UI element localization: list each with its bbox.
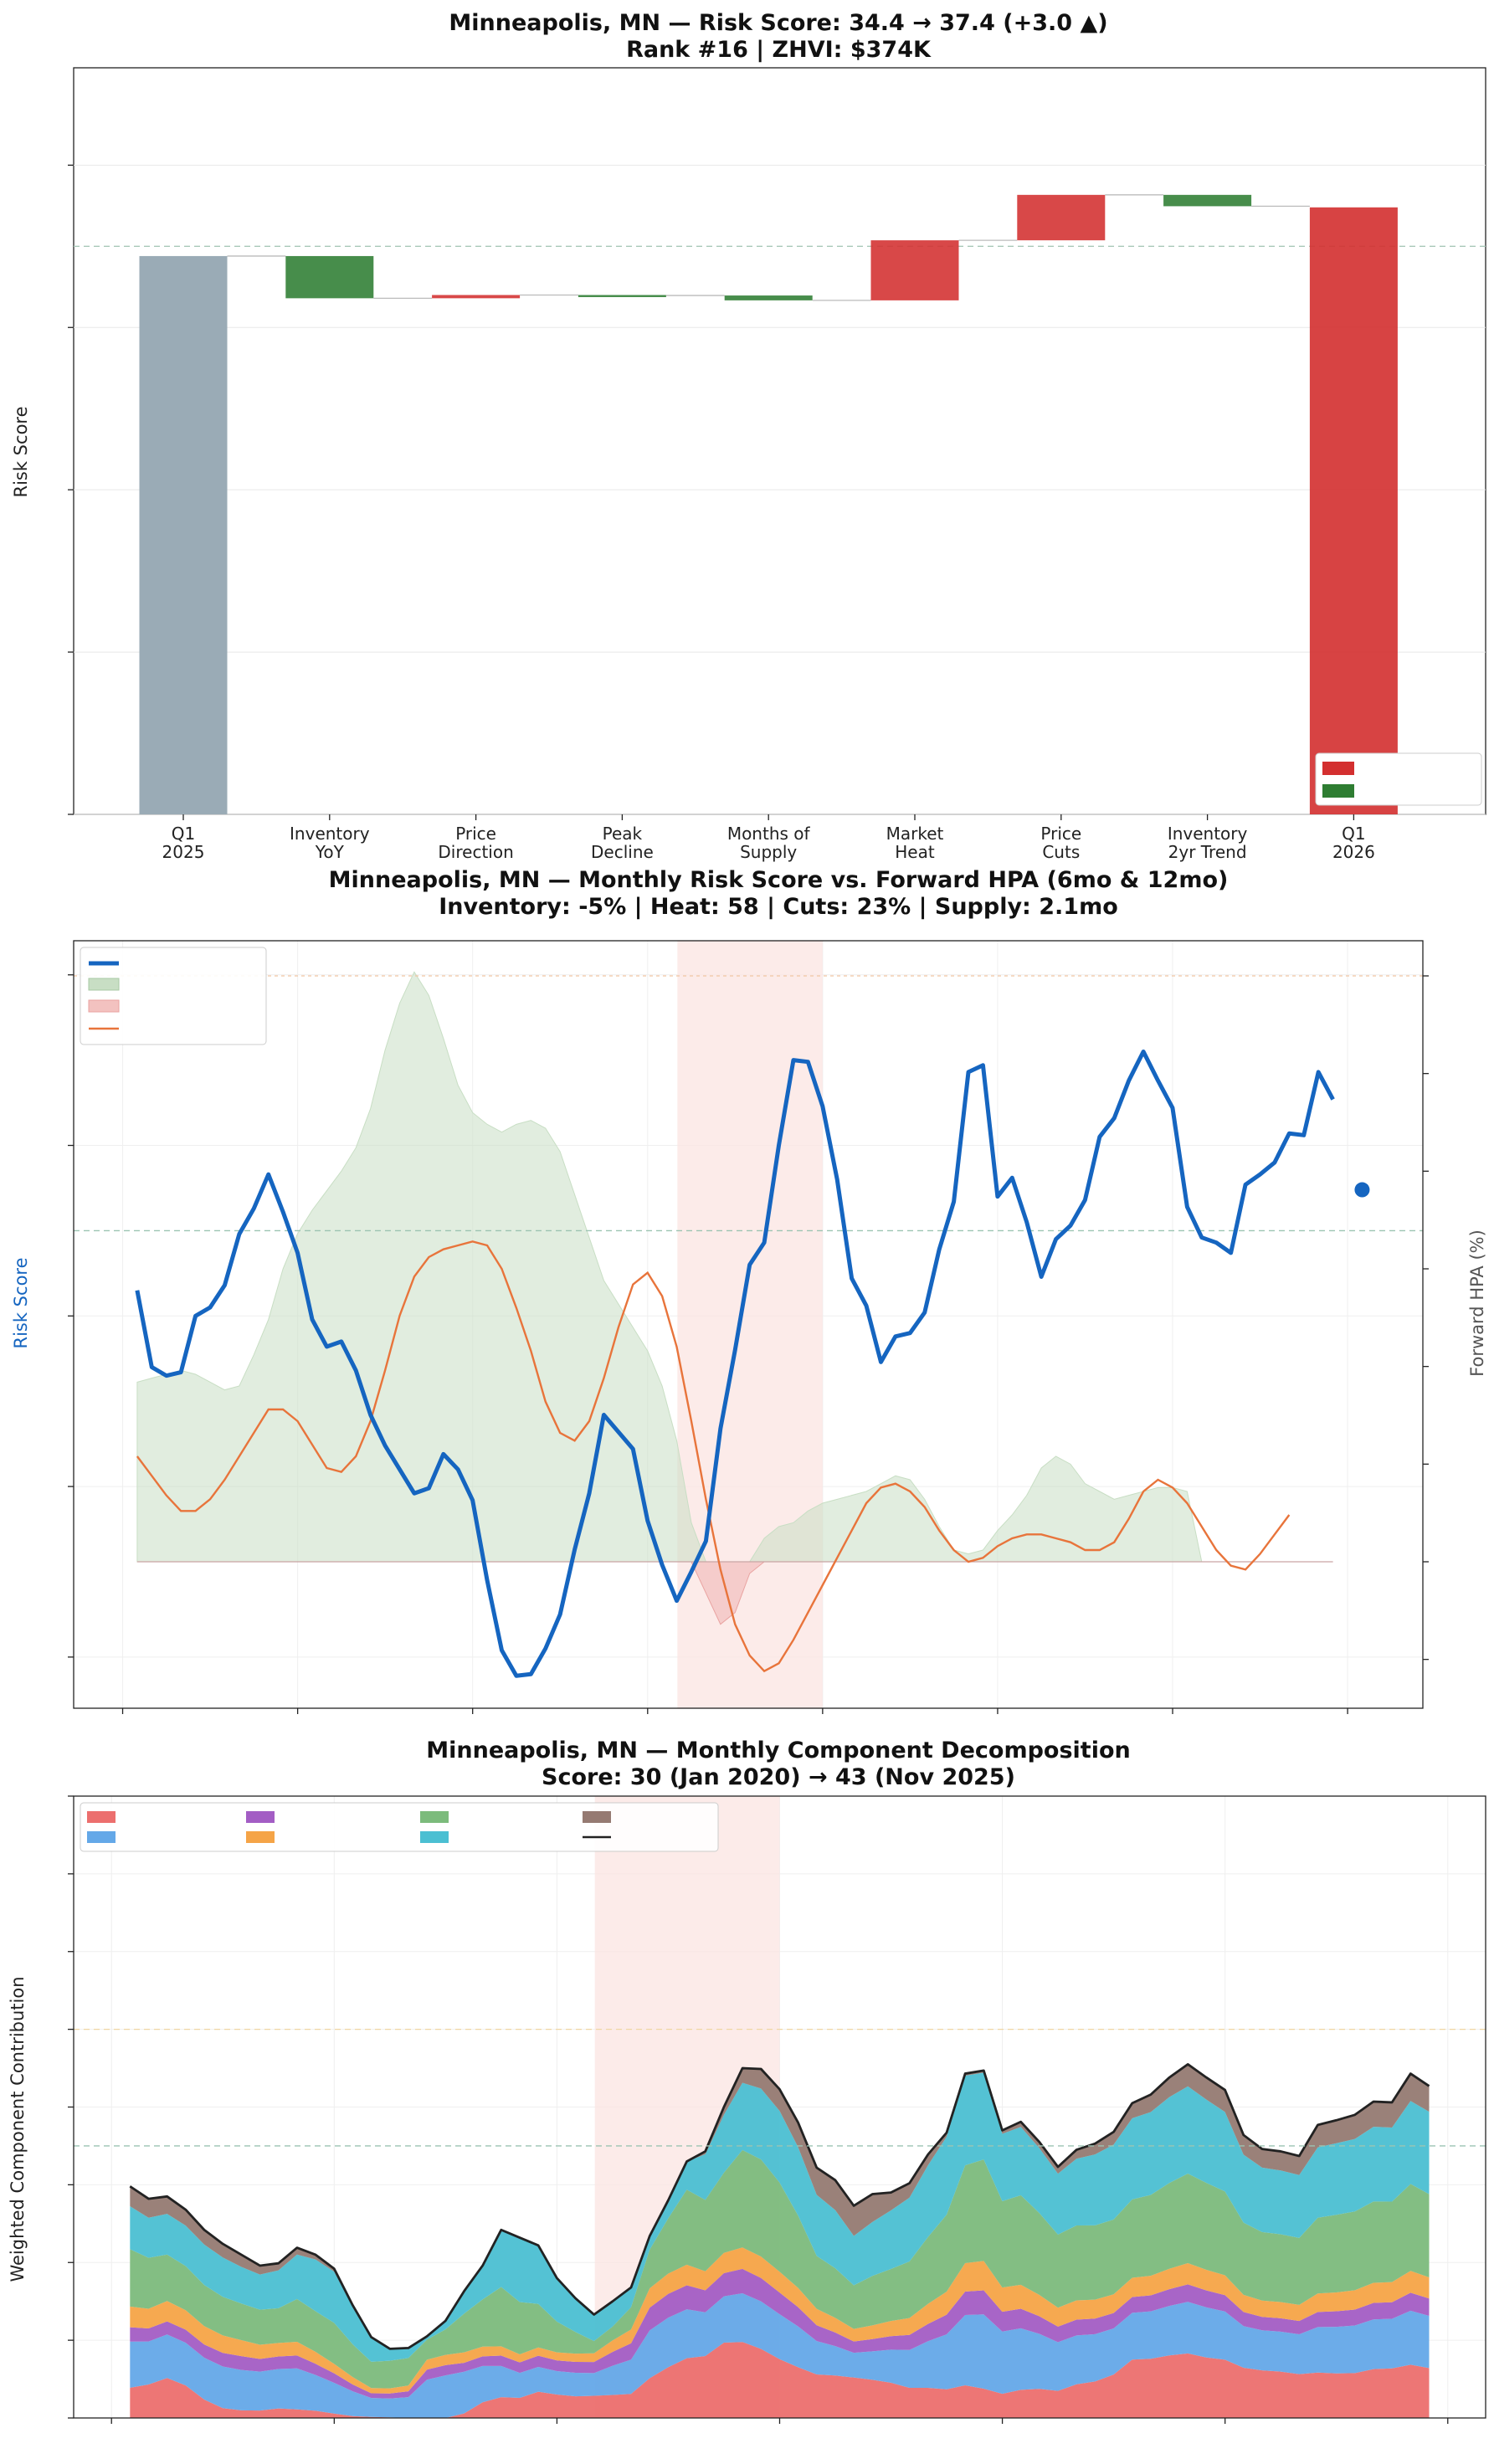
- risk-score-line: [135, 1049, 1335, 1678]
- chart-title-line2: Rank #16 | ZHVI: $374K: [626, 37, 932, 63]
- x-tick-label: Market Heat: [886, 824, 944, 862]
- legend-swatch: [583, 1811, 611, 1823]
- component-decomposition-chart: Minneapolis, MN — Monthly Component Deco…: [8, 1738, 1486, 2424]
- bar-end: [1309, 207, 1398, 815]
- legend-swatch: [246, 1811, 275, 1823]
- legend-swatch: [420, 1811, 449, 1823]
- x-tick-label: Months of Supply: [727, 824, 811, 862]
- legend-swatch-increased: [1322, 762, 1354, 775]
- bar-step: [1017, 194, 1106, 241]
- total-score-line: [129, 2063, 1430, 2350]
- waterfall-chart: Minneapolis, MN — Risk Score: 34.4 → 37.…: [11, 10, 1486, 862]
- bar-step: [870, 240, 959, 300]
- bar-step: [724, 295, 813, 300]
- x-tick-label: Price Direction: [438, 824, 513, 862]
- y-axis-label: Risk Score: [11, 406, 31, 497]
- legend-swatch: [87, 1831, 116, 1843]
- hpa12-positive-area: [136, 971, 1217, 1563]
- chart-title-line1: Minneapolis, MN — Monthly Component Deco…: [426, 1738, 1130, 1763]
- legend-swatch-hpa-pos: [88, 978, 120, 991]
- area-inventory-yoy: [130, 2342, 1430, 2418]
- area-price-cuts: [130, 2072, 1430, 2362]
- y-axis-label: Weighted Component Contribution: [8, 1976, 28, 2282]
- chart-title-line2: Inventory: -5% | Heat: 58 | Cuts: 23% | …: [439, 894, 1118, 920]
- legend-box: [1315, 752, 1482, 806]
- x-tick-label: Peak Decline: [591, 824, 654, 862]
- legend-box: [80, 947, 267, 1045]
- area-months-supply: [130, 2247, 1430, 2394]
- bar-start: [139, 255, 228, 815]
- bar-step: [432, 295, 521, 299]
- legend-swatch: [246, 1831, 275, 1843]
- x-tick-label: Price Cuts: [1040, 824, 1081, 862]
- area-market-heat: [130, 2149, 1430, 2389]
- legend-swatch: [87, 1811, 116, 1823]
- x-tick-label: Inventory 2yr Trend: [1168, 824, 1248, 862]
- area-peak-decline: [130, 2268, 1430, 2399]
- chart-title-line1: Minneapolis, MN — Monthly Risk Score vs.…: [329, 867, 1229, 893]
- area-price-direction: [130, 2292, 1430, 2418]
- x-tick-label: Q1 2026: [1332, 824, 1375, 862]
- legend-box: [80, 1802, 719, 1852]
- x-tick-label: Q1 2025: [162, 824, 205, 862]
- x-tick-label: Inventory YoY: [290, 824, 370, 862]
- plot-area: [73, 67, 1486, 815]
- y-axis-label-right: Forward HPA (%): [1467, 1229, 1487, 1377]
- legend-swatch-decreased: [1322, 784, 1354, 798]
- risk-vs-hpa-chart: Minneapolis, MN — Monthly Risk Score vs.…: [11, 867, 1487, 1714]
- legend-swatch-hpa-neg: [88, 999, 120, 1013]
- current-risk-point: [1354, 1182, 1370, 1198]
- chart-title-line2: Score: 30 (Jan 2020) → 43 (Nov 2025): [542, 1764, 1015, 1790]
- y-axis-label-left: Risk Score: [11, 1257, 31, 1348]
- rate-shock-band: [677, 941, 823, 1708]
- bar-step: [285, 255, 374, 299]
- hpa6-line: [136, 1240, 1291, 1673]
- chart-title-line1: Minneapolis, MN — Risk Score: 34.4 → 37.…: [449, 10, 1107, 36]
- bar-step: [578, 295, 666, 297]
- bar-step: [1163, 194, 1252, 207]
- legend-swatch: [420, 1831, 449, 1843]
- plot-frame: [73, 940, 1424, 1709]
